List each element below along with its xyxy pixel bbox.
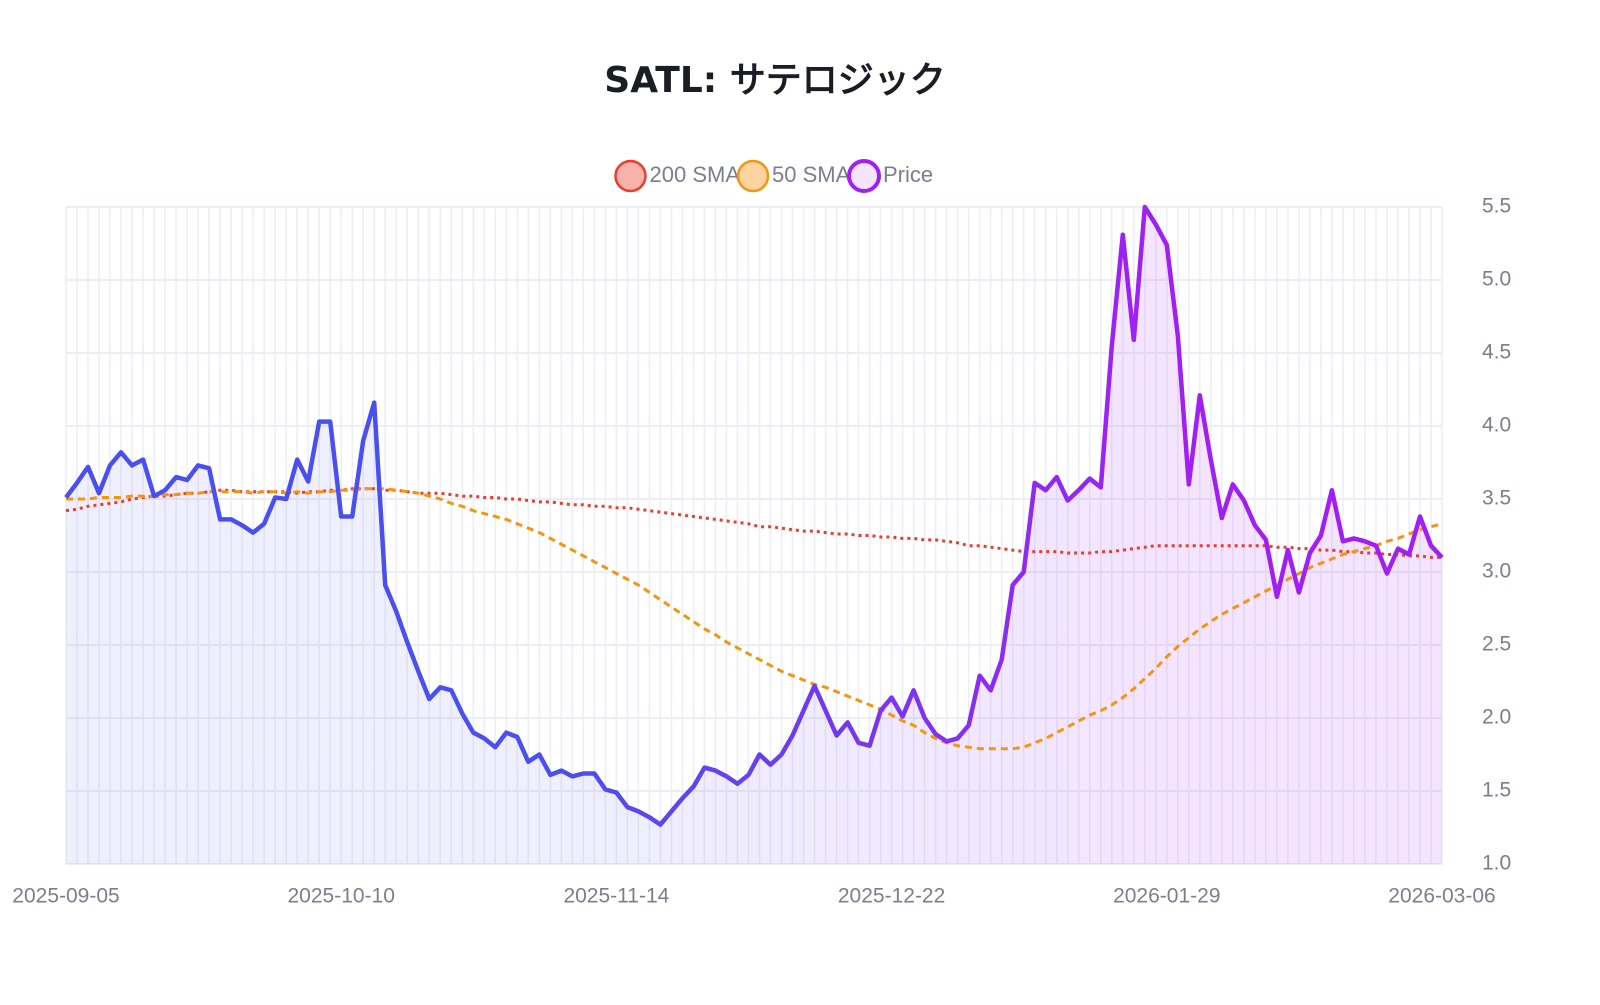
- y-tick-label: 5.0: [1482, 268, 1511, 291]
- legend-item[interactable]: Price: [847, 159, 933, 193]
- x-tick-label: 2025-12-22: [838, 885, 945, 908]
- x-tick-label: 2025-09-05: [12, 885, 119, 908]
- legend-item[interactable]: 200 SMA: [614, 159, 741, 193]
- legend-label: 200 SMA: [650, 162, 741, 187]
- y-tick-label: 3.0: [1482, 560, 1511, 583]
- chart-title: SATL: サテロジック: [604, 60, 945, 101]
- y-tick-label: 2.5: [1482, 633, 1511, 656]
- plot-area: [64, 204, 1444, 864]
- y-tick-label: 4.5: [1482, 341, 1511, 364]
- y-tick-label: 3.5: [1482, 487, 1511, 510]
- price-area: [66, 207, 1442, 864]
- axes: 1.0 1.5 2.0 2.5 3.0 3.5 4.0 4.5 5.0 5.5 2025-09-05…: [12, 195, 1511, 908]
- legend-item[interactable]: 50 SMA: [736, 159, 851, 193]
- y-tick-label: 5.5: [1482, 195, 1511, 218]
- x-tick-label: 2026-03-06: [1388, 885, 1495, 908]
- x-tick-label: 2025-11-14: [563, 885, 669, 908]
- legend-marker: [614, 159, 647, 193]
- series-line: [66, 487, 1443, 751]
- y-tick-label: 2.0: [1482, 706, 1511, 729]
- series-line: [64, 204, 1444, 827]
- legend-label: 50 SMA: [772, 162, 851, 187]
- y-tick-label: 1.0: [1482, 852, 1511, 875]
- y-tick-label: 4.0: [1482, 414, 1511, 437]
- legend-marker: [736, 159, 770, 193]
- legend: 200 SMA 50 SMA Price: [614, 159, 933, 193]
- legend-label: Price: [883, 162, 933, 187]
- legend-marker: [847, 159, 881, 193]
- y-tick-label: 1.5: [1482, 779, 1511, 802]
- x-tick-label: 2025-10-10: [287, 885, 394, 908]
- x-tick-label: 2026-01-29: [1113, 885, 1220, 908]
